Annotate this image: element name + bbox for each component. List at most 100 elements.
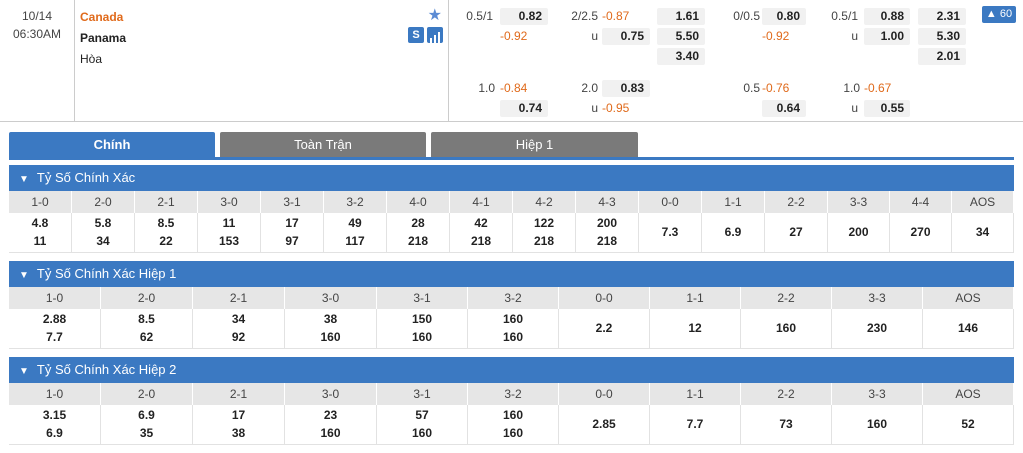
live-minute-badge[interactable]: ▲ 60 — [982, 6, 1016, 23]
score-odds-cell[interactable]: 34 — [952, 213, 1014, 253]
score-odds-cell[interactable]: 28 218 — [387, 213, 450, 253]
odds_alt-1[interactable]: -0.84 — [500, 81, 528, 95]
section-header[interactable]: ▼ Tỷ Số Chính Xác Hiệp 2 — [9, 357, 1014, 383]
odds-value: 73 — [779, 417, 793, 431]
away-team[interactable]: Panama — [80, 31, 127, 45]
odds_main-9[interactable]: 3.40 — [657, 48, 705, 65]
score-odds-cell[interactable]: 57 160 — [377, 405, 468, 445]
section-header[interactable]: ▼ Tỷ Số Chính Xác — [9, 165, 1014, 191]
score-odds-cell[interactable]: 8.5 22 — [135, 213, 198, 253]
score-odds-cell[interactable]: 2.2 — [559, 309, 650, 349]
s-stats-icon[interactable]: S — [408, 27, 424, 43]
score-odds-cell[interactable]: 42 218 — [450, 213, 513, 253]
score-odds-cell[interactable]: 27 — [765, 213, 828, 253]
odds-value: 28 — [411, 216, 425, 230]
odds_main-16[interactable]: 1.00 — [864, 28, 910, 45]
score-odds-cell[interactable]: 200 — [828, 213, 890, 253]
score-odds-cell[interactable]: 49 117 — [324, 213, 387, 253]
odds_main-19[interactable]: 2.01 — [918, 48, 966, 65]
score-odds-cell[interactable]: 2.88 7.7 — [9, 309, 101, 349]
score-odds-cell[interactable]: 3.15 6.9 — [9, 405, 101, 445]
score-odds-cell[interactable]: 34 92 — [193, 309, 285, 349]
score-odds-cell[interactable]: 38 160 — [285, 309, 377, 349]
section-title: Tỷ Số Chính Xác Hiệp 2 — [36, 362, 177, 377]
odds-value: 7.7 — [686, 417, 704, 431]
score-odds-cell[interactable]: 5.8 34 — [72, 213, 135, 253]
score-odds-cell[interactable]: 200 218 — [576, 213, 639, 253]
score-odds-cell[interactable]: 7.3 — [639, 213, 702, 253]
odds-value: 35 — [139, 426, 154, 440]
score-label: 2-1 — [193, 383, 285, 405]
score-odds-cell[interactable]: 160 — [832, 405, 923, 445]
odds-value: 57 — [415, 408, 429, 422]
odds-value: 49 — [348, 216, 362, 230]
score-odds-cell[interactable]: 52 — [923, 405, 1014, 445]
tab-full-match[interactable]: Toàn Trận — [220, 132, 426, 157]
odds_main-17[interactable]: 2.31 — [918, 8, 966, 25]
score-odds-cell[interactable]: 122 218 — [513, 213, 576, 253]
score-odds-cell[interactable]: 23 160 — [285, 405, 377, 445]
odds_main-4[interactable]: -0.87 — [602, 9, 630, 23]
odds-value: 23 — [323, 408, 338, 422]
tab-half-1[interactable]: Hiệp 1 — [431, 132, 638, 157]
score-odds-cell[interactable]: 2.85 — [559, 405, 650, 445]
odds_main-8[interactable]: 5.50 — [657, 28, 705, 45]
score-odds-cell[interactable]: 160 160 — [468, 309, 559, 349]
odds-value: 8.5 — [157, 216, 175, 230]
odds_main-11[interactable]: 0.80 — [762, 8, 806, 25]
score-label: 2-0 — [72, 191, 135, 213]
score-label: 1-1 — [650, 287, 741, 309]
odds_alt-13[interactable]: 0.55 — [864, 100, 910, 117]
score-odds-cell[interactable]: 17 97 — [261, 213, 324, 253]
odds-row: 3.15 6.9 6.9 35 17 38 23 160 57 160 160 160 2.85 7.7 7… — [9, 405, 1014, 445]
odds_alt-11[interactable]: -0.67 — [864, 81, 892, 95]
section-title: Tỷ Số Chính Xác — [36, 170, 136, 185]
odds_main-5: u — [591, 29, 598, 43]
score-label: 2-1 — [135, 191, 198, 213]
section-correct-score-half-2: ▼ Tỷ Số Chính Xác Hiệp 2 1-0 2-0 2-1 3-0 3-1 3-… — [9, 357, 1014, 445]
match-date: 10/14 — [21, 9, 53, 23]
odds_main-6[interactable]: 0.75 — [602, 28, 650, 45]
score-odds-cell[interactable]: 6.9 35 — [101, 405, 193, 445]
score-label: 1-0 — [9, 383, 101, 405]
score-odds-cell[interactable]: 160 — [741, 309, 832, 349]
score-label: AOS — [923, 287, 1014, 309]
odds_alt-0: 1.0 — [478, 81, 495, 95]
score-label: 1-0 — [9, 287, 101, 309]
bar-chart-icon[interactable] — [427, 27, 443, 43]
odds_alt-9[interactable]: 0.64 — [762, 100, 806, 117]
odds_main-14[interactable]: 0.88 — [864, 8, 910, 25]
score-odds-cell[interactable]: 12 — [650, 309, 741, 349]
odds_main-18[interactable]: 5.30 — [918, 28, 966, 45]
odds_alt-8[interactable]: -0.76 — [762, 81, 790, 95]
score-odds-cell[interactable]: 73 — [741, 405, 832, 445]
score-odds-cell[interactable]: 17 38 — [193, 405, 285, 445]
odds-value: 5.8 — [94, 216, 112, 230]
score-odds-cell[interactable]: 146 — [923, 309, 1014, 349]
score-odds-cell[interactable]: 230 — [832, 309, 923, 349]
score-odds-cell[interactable]: 11 153 — [198, 213, 261, 253]
odds_alt-6[interactable]: -0.95 — [602, 101, 630, 115]
odds_main-12[interactable]: -0.92 — [762, 29, 790, 43]
home-team[interactable]: Canada — [80, 10, 124, 24]
score-odds-cell[interactable]: 7.7 — [650, 405, 741, 445]
odds_alt-3: 2.0 — [581, 81, 598, 95]
odds_main-1[interactable]: 0.82 — [500, 8, 548, 25]
odds-value: 160 — [411, 330, 433, 344]
odds_main-2[interactable]: -0.92 — [500, 29, 528, 43]
score-label: 3-1 — [261, 191, 324, 213]
score-odds-cell[interactable]: 8.5 62 — [101, 309, 193, 349]
score-odds-cell[interactable]: 270 — [890, 213, 952, 253]
odds_alt-2[interactable]: 0.74 — [500, 100, 548, 117]
score-odds-cell[interactable]: 160 160 — [468, 405, 559, 445]
score-odds-cell[interactable]: 4.8 11 — [9, 213, 72, 253]
score-odds-cell[interactable]: 150 160 — [377, 309, 468, 349]
odds_alt-4[interactable]: 0.83 — [602, 80, 650, 97]
star-icon[interactable]: ★ — [427, 7, 442, 24]
odds-value: 34 — [975, 225, 990, 239]
odds_main-7[interactable]: 1.61 — [657, 8, 705, 25]
section-header[interactable]: ▼ Tỷ Số Chính Xác Hiệp 1 — [9, 261, 1014, 287]
score-odds-cell[interactable]: 6.9 — [702, 213, 765, 253]
tab-main[interactable]: Chính — [9, 132, 215, 160]
score-label: AOS — [952, 191, 1014, 213]
